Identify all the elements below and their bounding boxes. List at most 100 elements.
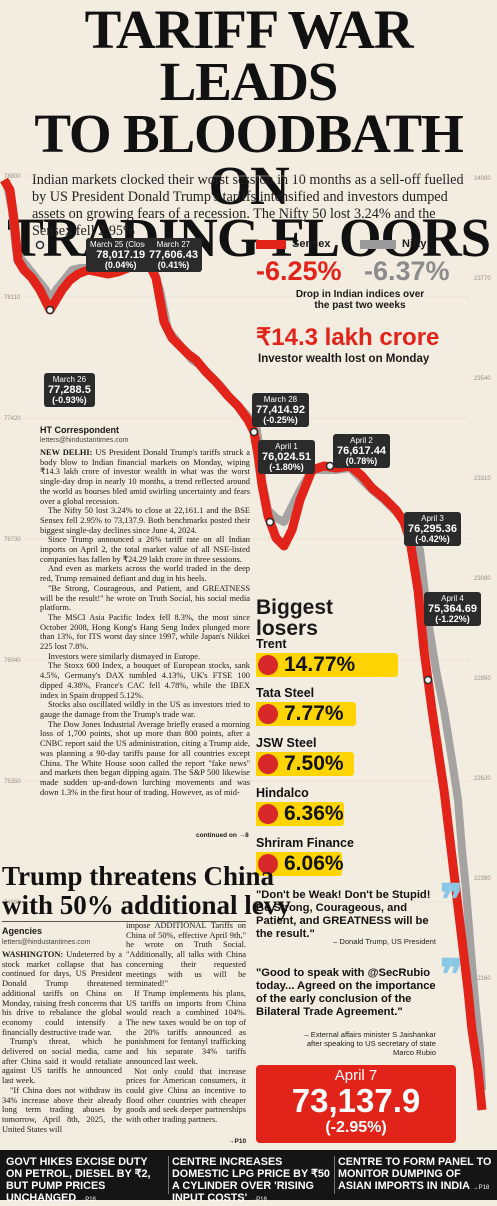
annotation-march-28: March 28 77,414.92 (-0.25%) [252,393,309,427]
loser-name: Tata Steel [256,686,315,700]
left-axis-tick-label: 74660 [4,900,21,906]
china-paragraph: "If China does not withdraw its 34% incr… [2,1085,122,1134]
final-value: 73,137.9 [291,1082,421,1119]
right-axis-tick-label: 22160 [474,976,491,982]
china-paragraph: impose ADDITIONAL Tariffs on China of 50… [126,921,246,989]
annotation-value: 76,024.51 [262,451,311,463]
loser-name: Trent [256,637,287,651]
wealth-lost-amount: ₹14.3 lakh crore [256,324,440,351]
final-change: (-2.95%) [325,1119,387,1136]
annotation-april-3: April 3 76,295.36 (-0.42%) [404,512,461,546]
annotation-change: (-1.22%) [435,614,470,624]
headline-line-1: TARIFF WAR LEADS [84,0,414,112]
attribution-line: Marco Rubio [392,1048,436,1057]
article-paragraph: "Be Strong, Courageous, and Patient, and… [40,583,250,613]
annotation-point [265,517,275,527]
nifty-legend-swatch [360,240,396,249]
sensex-drop-pct: -6.25% [256,256,342,286]
right-axis-tick-label: 22390 [474,876,491,882]
china-dateline: WASHINGTON: [2,950,64,959]
annotation-date: March 27 [156,240,191,249]
quote-mark-icon: ❞ [440,876,463,923]
china-paragraph: If Trump implements his plans, US tariff… [126,988,246,1066]
continued-link[interactable]: continued on →8 [196,832,249,839]
annotation-change: (-0.93%) [52,395,87,405]
left-axis-tick-label: 78800 [4,174,21,180]
annotation-date: March 28 [263,395,298,404]
annotation-value: 78,017.19 [96,249,146,261]
loser-bar: 14.77% [256,653,398,677]
losers-title-line-2: losers [256,617,318,640]
article-body: NEW DELHI: US President Donald Trump's t… [40,448,250,797]
china-paragraph: WASHINGTON: Undeterred by a stock market… [2,950,122,1037]
right-axis-tick-label: 23080 [474,576,491,582]
annotation-change: (-1.80%) [269,462,304,472]
annotation-date: April 1 [275,442,298,451]
bottom-story-3[interactable]: CENTRE TO FORM PANEL TO MONITOR DUMPING … [338,1156,494,1194]
left-axis-tick-label: 78110 [4,295,21,301]
losers-title-line-1: Biggest [256,596,334,619]
final-value-box [256,1065,456,1143]
article-paragraph: The Stoxx 600 Index, a bouquet of Europe… [40,661,250,700]
china-paragraph: Trump's threat, which he delivered on so… [2,1037,122,1086]
right-axis-tick-label: 23770 [474,276,491,282]
drop-caption: Drop in Indian indices over the past two… [290,289,430,311]
article-paragraph: And even as markets across the world tra… [40,564,250,584]
article-paragraph: NEW DELHI: US President Donald Trump's t… [40,448,250,506]
annotation-value: 76,295.36 [408,523,457,535]
bottom-divider [334,1156,335,1194]
article-paragraph: The Dow Jones Industrial Average briefly… [40,719,250,797]
section-divider [2,921,246,922]
bottom-story-ref: →P18 [250,1197,267,1203]
annotation-value: 77,288.5 [48,384,91,396]
losers-title: Biggest losers [256,597,333,639]
jaishankar-quote-attribution: – External affairs minister S Jaishankar… [256,1030,436,1057]
final-date: April 7 [334,1067,378,1084]
annotation-date: April 3 [421,514,444,523]
headline-line-2: TO BLOODBATH ON [34,103,463,216]
right-axis-tick-label: 23540 [474,376,491,382]
article-dateline: NEW DELHI: [40,448,93,457]
annotation-point [45,305,55,315]
annotation-date: March 26 [52,375,87,384]
left-axis-tick-label: 77420 [4,416,21,422]
drop-caption-line-2: the past two weeks [314,300,406,311]
loser-name: Hindalco [256,786,309,800]
down-arrow-icon [258,804,278,824]
annotation-march-25: March 25 (Close) 78,017.19 (0.04%) [86,238,156,272]
annotation-april-4: April 4 75,364.69 (-1.22%) [424,592,481,626]
left-axis-ticks: 78800 78110 77420 76730 76040 75350 74660 [4,174,21,906]
annotation-date: April 2 [350,436,373,445]
bottom-story-text: GOVT HIKES EXCISE DUTY ON PETROL, DIESEL… [6,1156,151,1204]
jaishankar-quote: "Good to speak with @SecRubio today... A… [256,967,436,1018]
loser-name: JSW Steel [256,736,317,750]
china-email: letters@hindustantimes.com [2,939,91,946]
china-continued-link[interactable]: →P10 [228,1138,247,1145]
bottom-story-2[interactable]: CENTRE INCREASES DOMESTIC LPG PRICE BY ₹… [172,1156,332,1206]
attribution-line: – External affairs minister S Jaishankar [304,1030,436,1039]
annotation-value: 77,414.92 [256,404,305,416]
annotation-march-27: March 27 77,606.43 (0.41%) [145,238,202,272]
right-axis-tick-label: 22620 [474,776,491,782]
bottom-divider [168,1156,169,1194]
loser-name: Shriram Finance [256,836,354,850]
down-arrow-icon [258,854,278,874]
right-axis-ticks: 24000 23770 23540 23310 23080 22850 22620 22390… [474,176,491,982]
bottom-story-1[interactable]: GOVT HIKES EXCISE DUTY ON PETROL, DIESEL… [6,1156,166,1206]
sensex-legend-swatch [256,240,286,249]
china-byline: Agencies [2,926,43,936]
article-text: US President Donald Trump's tariffs stru… [40,448,250,506]
annotation-point [35,240,45,250]
article-paragraph: Stocks also oscillated wildly in the US … [40,700,250,719]
china-column-2: impose ADDITIONAL Tariffs on China of 50… [126,921,246,1125]
quote-mark-icon: ❞ [440,951,463,998]
china-headline-line-2: with 50% additional levy [2,890,291,920]
wealth-lost-caption: Investor wealth lost on Monday [258,353,430,365]
right-axis-tick-label: 22850 [474,676,491,682]
annotation-date: March 25 (Close) [90,240,152,249]
article-paragraph: Investors were similarly dismayed in Eur… [48,651,201,661]
article-byline: HT Correspondent [40,425,120,435]
sensex-legend-label: Sensex [292,238,331,250]
annotation-change: (-0.25%) [263,415,298,425]
attribution-line: after speaking to US secretary of state [306,1039,436,1048]
